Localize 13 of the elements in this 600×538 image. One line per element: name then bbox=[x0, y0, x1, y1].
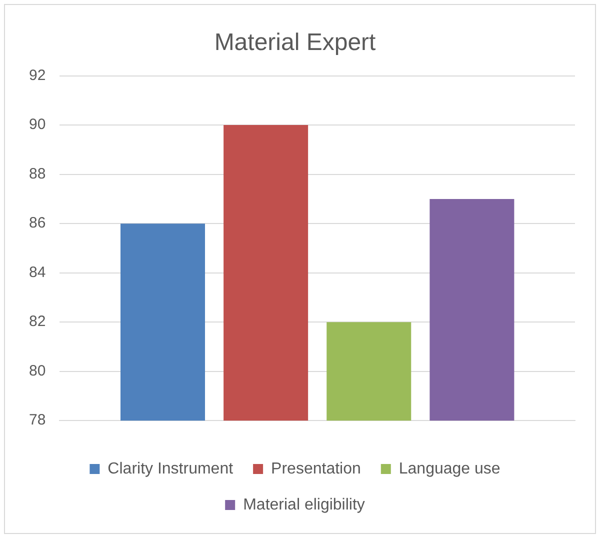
y-tick-label: 82 bbox=[28, 313, 46, 330]
y-tick-label: 92 bbox=[28, 66, 46, 84]
y-tick-label: 86 bbox=[28, 214, 46, 232]
legend-label: Clarity Instrument bbox=[108, 460, 234, 478]
chart-title: Material Expert bbox=[214, 29, 376, 56]
legend-label: Language use bbox=[398, 460, 500, 478]
y-tick-label: 84 bbox=[28, 264, 46, 281]
y-tick-label: 78 bbox=[28, 412, 46, 429]
y-tick-label: 90 bbox=[28, 116, 46, 134]
legend-label: Presentation bbox=[271, 460, 361, 478]
y-tick-label: 88 bbox=[28, 165, 46, 182]
legend-label: Material eligibility bbox=[243, 496, 365, 514]
y-tick-label: 80 bbox=[28, 362, 46, 380]
